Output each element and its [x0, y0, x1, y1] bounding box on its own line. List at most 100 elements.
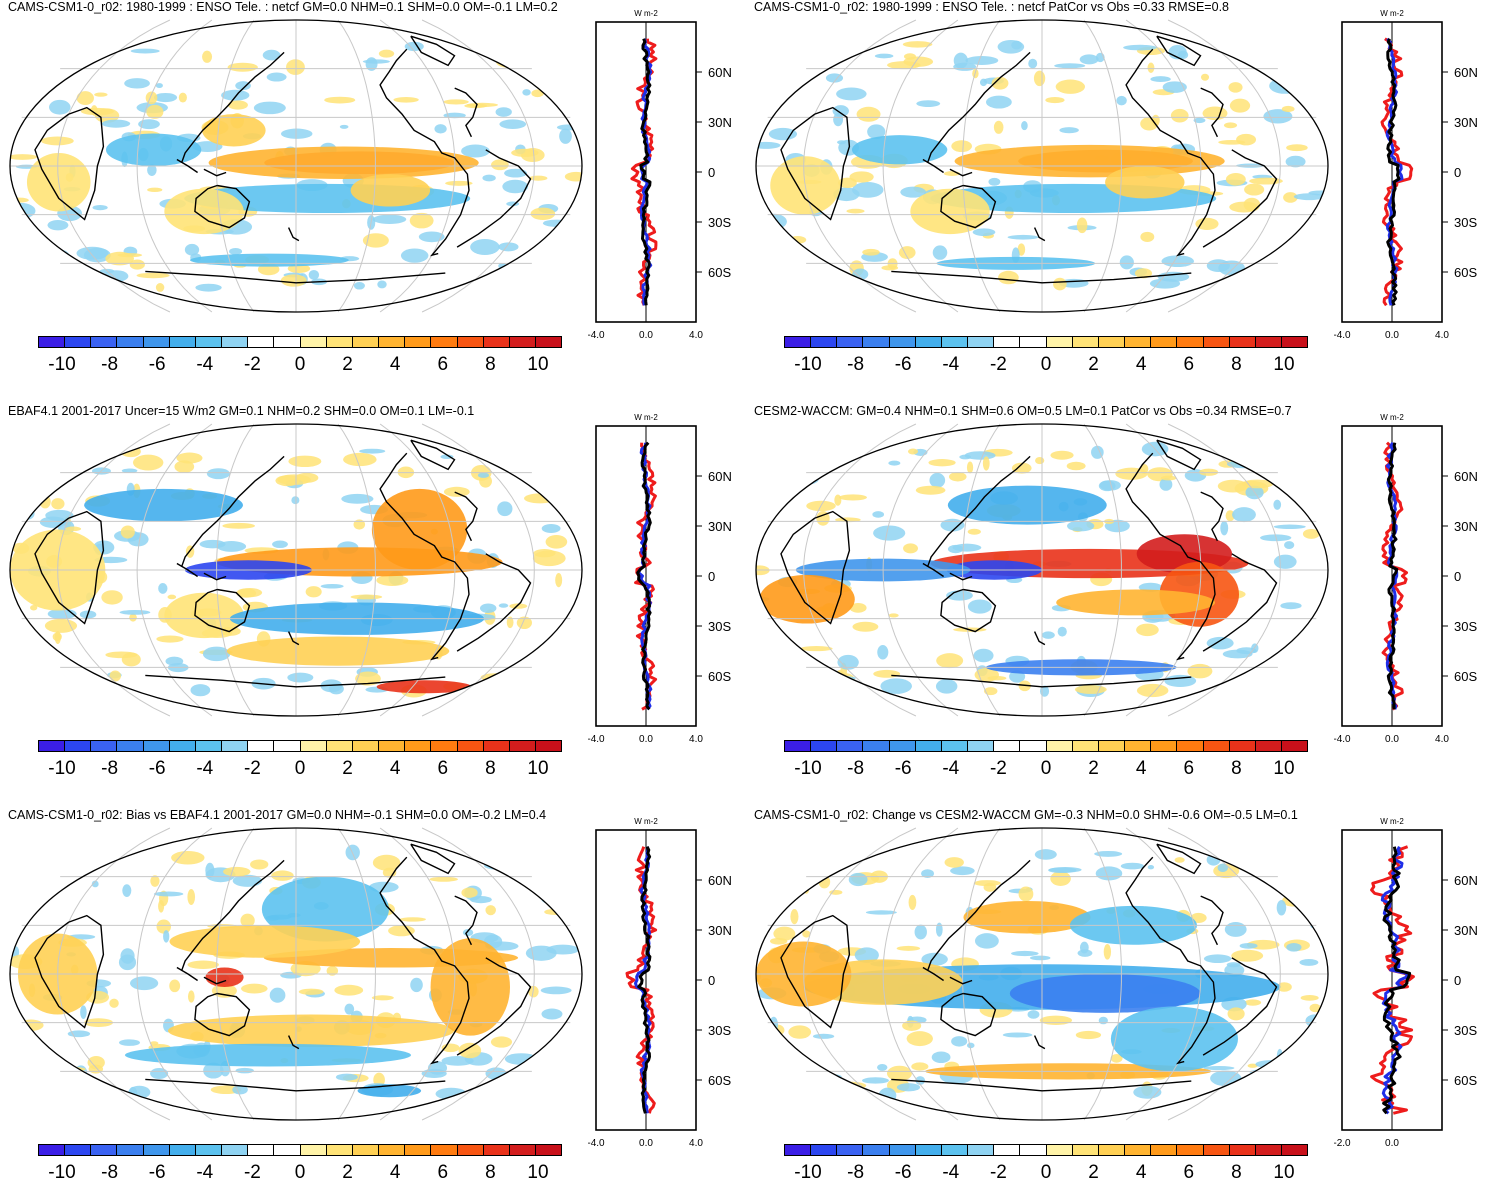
colorbar-swatch: [509, 1145, 536, 1155]
colorbar-swatch: [405, 741, 432, 751]
latitude-tick-label: 0: [708, 569, 715, 584]
x-tick-label: -4.0: [588, 1138, 605, 1148]
colorbar-label: 0: [294, 758, 306, 779]
colorbar-label: 6: [1183, 1162, 1195, 1183]
colorbar-label: -2: [989, 354, 1007, 375]
colorbar-swatch: [1281, 337, 1308, 347]
colorbar-label: 6: [1183, 758, 1195, 779]
anomaly-speckle: [445, 180, 473, 186]
colorbar-swatch: [169, 1145, 196, 1155]
colorbar-swatch: [248, 741, 275, 751]
graticule: [756, 423, 1328, 717]
colorbar-swatch: [915, 741, 942, 751]
anomaly-speckle: [940, 518, 965, 532]
anomaly-speckle: [1035, 457, 1045, 465]
anomaly-speckle: [541, 894, 564, 905]
colorbar-label: 6: [437, 758, 449, 779]
coastline: [203, 168, 227, 177]
anomaly-speckle: [153, 92, 178, 103]
anomaly-speckle: [979, 78, 988, 87]
anomaly-speckle: [902, 41, 933, 48]
anomaly-speckle: [935, 922, 943, 937]
anomaly-speckle: [862, 248, 880, 256]
panel-title: EBAF4.1 2001-2017 Uncer=15 W/m2 GM=0.1 N…: [8, 404, 475, 418]
anomaly-speckle: [1119, 255, 1134, 270]
anomaly-speckle: [334, 984, 364, 996]
anomaly-speckle: [1028, 58, 1038, 69]
anomaly-speckle: [1018, 886, 1034, 902]
coastline: [926, 859, 1031, 972]
coastline: [780, 106, 851, 221]
anomaly-speckle: [1276, 982, 1292, 992]
anomaly-speckle: [509, 603, 528, 609]
colorbar-swatch: [837, 337, 864, 347]
anomaly-speckle: [1247, 1063, 1258, 1068]
coastline: [1156, 843, 1202, 875]
anomaly-speckle: [491, 159, 509, 171]
colorbar-swatch: [431, 741, 458, 751]
anomaly-speckle: [434, 124, 447, 134]
coastline: [176, 158, 198, 174]
anomaly-speckle: [146, 104, 164, 119]
coastline: [287, 227, 300, 242]
latitude-tick-label: 0: [1454, 569, 1461, 584]
colorbar-label: -8: [847, 1162, 865, 1183]
anomaly-speckle: [1229, 201, 1259, 213]
map-border: [755, 423, 1329, 717]
longitude-gridline: [1083, 19, 1122, 313]
latitude-tick-label: 30N: [708, 923, 732, 938]
latitude-tick-label: 60S: [708, 1073, 731, 1088]
anomaly-speckle: [1200, 73, 1210, 81]
coastline: [1200, 87, 1224, 138]
graticule: [10, 19, 582, 313]
colorbar-label: 8: [485, 354, 496, 375]
anomaly-speckle: [510, 664, 538, 672]
coastline: [379, 452, 470, 661]
longitude-gridline: [962, 423, 1001, 717]
anomaly-speckle: [482, 174, 496, 182]
map-panel: CAMS-CSM1-0_r02: 1980-1999 : ENSO Tele. …: [0, 0, 746, 394]
anomaly-speckle: [842, 38, 859, 55]
colorbar-swatch: [457, 337, 484, 347]
anomaly-speckle: [229, 248, 243, 255]
anomaly-speckle: [153, 891, 184, 897]
anomaly-speckle: [440, 454, 454, 459]
colorbar-swatch: [915, 337, 942, 347]
colorbar-swatch: [1151, 741, 1178, 751]
colorbar-swatch: [39, 1145, 66, 1155]
longitude-gridline: [803, 827, 917, 1121]
anomaly-speckle: [240, 913, 255, 928]
anomaly-speckle: [966, 461, 974, 474]
latitude-tick-label: 60N: [1454, 873, 1478, 888]
anomaly-speckle: [1223, 122, 1238, 129]
colorbar-label: 4: [1135, 758, 1147, 779]
longitude-gridline: [421, 19, 535, 313]
anomaly-speckle: [872, 511, 885, 518]
coastline: [456, 149, 532, 248]
coastline: [780, 914, 851, 1029]
anomaly-speckle: [1054, 63, 1086, 69]
longitude-gridline: [1083, 423, 1122, 717]
global-map: [755, 423, 1329, 717]
colorbar-label: -8: [101, 758, 119, 779]
anomaly-speckle: [479, 603, 497, 613]
anomaly-speckle: [156, 635, 184, 643]
units-label: W m-2: [634, 817, 658, 826]
colorbar-swatch: [968, 1145, 995, 1155]
anomaly-speckle: [187, 960, 219, 969]
zonal-mean-model-line: [1386, 442, 1399, 710]
anomaly-speckle: [353, 282, 365, 290]
colorbar-swatch: [117, 337, 144, 347]
anomaly-speckle: [880, 678, 912, 694]
anomaly-speckle: [1103, 944, 1112, 960]
x-tick-label: 0.0: [639, 1138, 653, 1148]
anomaly-speckle: [1115, 467, 1148, 480]
longitude-gridline: [216, 423, 255, 717]
colorbar-label: 4: [389, 1162, 401, 1183]
anomaly-speckle: [1140, 231, 1155, 242]
colorbar-swatch: [143, 1145, 170, 1155]
colorbar-swatch: [222, 337, 249, 347]
anomaly-speckle: [10, 154, 38, 160]
anomaly-speckle: [987, 676, 1007, 681]
anomaly-speckle: [998, 270, 1019, 285]
